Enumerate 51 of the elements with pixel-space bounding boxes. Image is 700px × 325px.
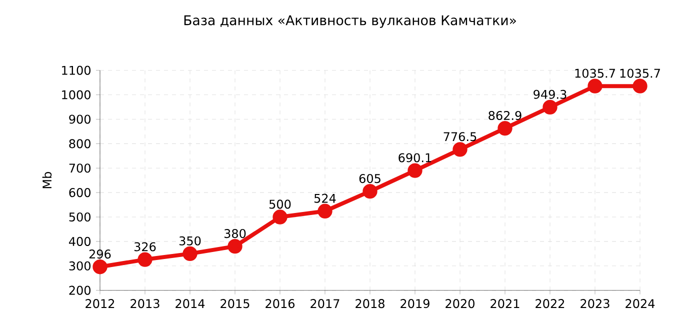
data-label: 862.9 bbox=[488, 110, 522, 120]
x-tick-label: 2017 bbox=[310, 299, 340, 308]
point bbox=[408, 163, 422, 178]
x-tick-label: 2016 bbox=[266, 299, 295, 308]
point bbox=[588, 78, 602, 94]
data-label: 380 bbox=[224, 228, 246, 238]
data-label: 500 bbox=[269, 200, 291, 209]
y-tick-label: 200 bbox=[69, 286, 90, 295]
point bbox=[318, 204, 332, 218]
data-label: 1035.7 bbox=[620, 68, 660, 78]
point bbox=[498, 120, 512, 136]
x-tick-label: 2021 bbox=[490, 299, 520, 308]
x-tick-label: 2015 bbox=[220, 299, 250, 308]
data-label: 1035.7 bbox=[575, 68, 615, 78]
x-tick-label: 2013 bbox=[130, 299, 160, 308]
point bbox=[228, 239, 242, 254]
x-tick-label: 2024 bbox=[626, 299, 655, 308]
y-tick-label: 900 bbox=[69, 114, 90, 124]
x-tick-label: 2019 bbox=[400, 299, 430, 308]
point bbox=[138, 252, 152, 267]
x-tick-label: 2014 bbox=[176, 299, 205, 308]
y-tick-label: 700 bbox=[69, 164, 90, 173]
data-label: 296 bbox=[89, 250, 111, 259]
point bbox=[542, 100, 558, 115]
y-axis-title: Mb bbox=[42, 172, 52, 188]
point bbox=[452, 142, 468, 157]
data-label: 350 bbox=[179, 236, 201, 246]
y-tick-label: 1100 bbox=[62, 66, 90, 75]
point bbox=[362, 184, 378, 199]
data-label: 776.5 bbox=[444, 132, 476, 142]
data-label: 949.3 bbox=[534, 90, 566, 99]
data-label: 524 bbox=[314, 194, 336, 203]
y-tick-label: 800 bbox=[69, 139, 90, 148]
x-tick-label: 2020 bbox=[446, 299, 474, 308]
data-label: 326 bbox=[134, 242, 156, 252]
point bbox=[632, 78, 648, 94]
point bbox=[182, 246, 198, 262]
y-tick-label: 1000 bbox=[62, 90, 90, 100]
x-tick-label: 2012 bbox=[86, 299, 114, 308]
y-tick-label: 600 bbox=[69, 188, 90, 198]
data-label: 690.1 bbox=[398, 153, 432, 162]
data-label: 605 bbox=[359, 174, 380, 184]
x-tick-label: 2022 bbox=[536, 299, 564, 308]
point bbox=[92, 260, 108, 274]
y-tick-label: 400 bbox=[68, 236, 90, 246]
y-tick-label: 300 bbox=[69, 261, 90, 270]
point bbox=[272, 210, 288, 224]
x-tick-label: 2018 bbox=[356, 299, 384, 308]
chart-title: База данных «Активность вулканов Камчатки» bbox=[184, 15, 516, 28]
x-tick-label: 2023 bbox=[580, 299, 610, 308]
y-tick-label: 500 bbox=[69, 212, 90, 222]
